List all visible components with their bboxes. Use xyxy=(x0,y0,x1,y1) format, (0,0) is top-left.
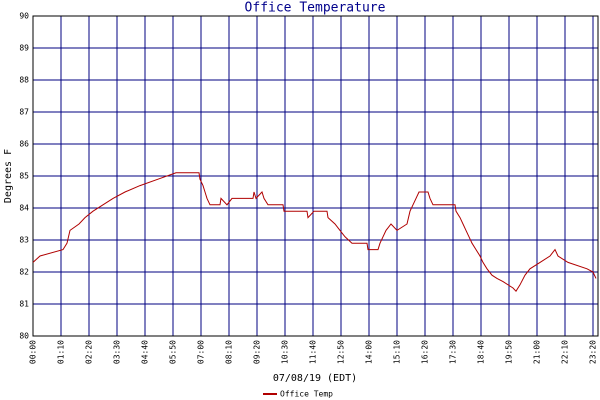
x-tick-label: 17:30 xyxy=(449,340,458,364)
x-tick-label: 22:10 xyxy=(561,340,570,364)
chart-title: Office Temperature xyxy=(245,1,386,16)
y-tick-label: 86 xyxy=(19,140,29,149)
x-tick-label: 05:50 xyxy=(169,340,178,364)
x-tick-label: 09:20 xyxy=(253,340,262,364)
x-tick-label: 12:50 xyxy=(337,340,346,364)
x-tick-label: 08:10 xyxy=(225,340,234,364)
y-tick-label: 84 xyxy=(19,204,29,213)
x-tick-label: 15:10 xyxy=(393,340,402,364)
x-axis-title: 07/08/19 (EDT) xyxy=(273,373,357,384)
x-tick-label: 21:00 xyxy=(533,340,542,364)
x-tick-label: 00:00 xyxy=(29,340,38,364)
y-axis-title: Degrees F xyxy=(3,149,14,203)
y-tick-label: 83 xyxy=(19,236,29,245)
x-tick-label: 02:20 xyxy=(85,340,94,364)
y-tick-label: 85 xyxy=(19,172,29,181)
y-tick-label: 87 xyxy=(19,108,29,117)
y-tick-label: 81 xyxy=(19,300,29,309)
legend-label: Office Temp xyxy=(280,390,333,399)
x-tick-label: 11:40 xyxy=(309,340,318,364)
y-tick-label: 90 xyxy=(19,12,29,21)
x-tick-label: 23:20 xyxy=(589,340,598,364)
x-tick-label: 14:00 xyxy=(365,340,374,364)
data-line xyxy=(32,172,597,293)
y-tick-label: 88 xyxy=(19,76,29,85)
x-tick-label: 10:30 xyxy=(281,340,290,364)
x-tick-label: 18:40 xyxy=(477,340,486,364)
y-tick-label: 82 xyxy=(19,268,29,277)
x-tick-label: 01:10 xyxy=(57,340,66,364)
x-tick-label: 04:40 xyxy=(141,340,150,364)
y-tick-label: 80 xyxy=(19,332,29,341)
x-tick-label: 19:50 xyxy=(505,340,514,364)
x-tick-label: 16:20 xyxy=(421,340,430,364)
x-tick-label: 03:30 xyxy=(113,340,122,364)
plot-border xyxy=(32,15,599,337)
y-tick-label: 89 xyxy=(19,44,29,53)
x-tick-label: 07:00 xyxy=(197,340,206,364)
